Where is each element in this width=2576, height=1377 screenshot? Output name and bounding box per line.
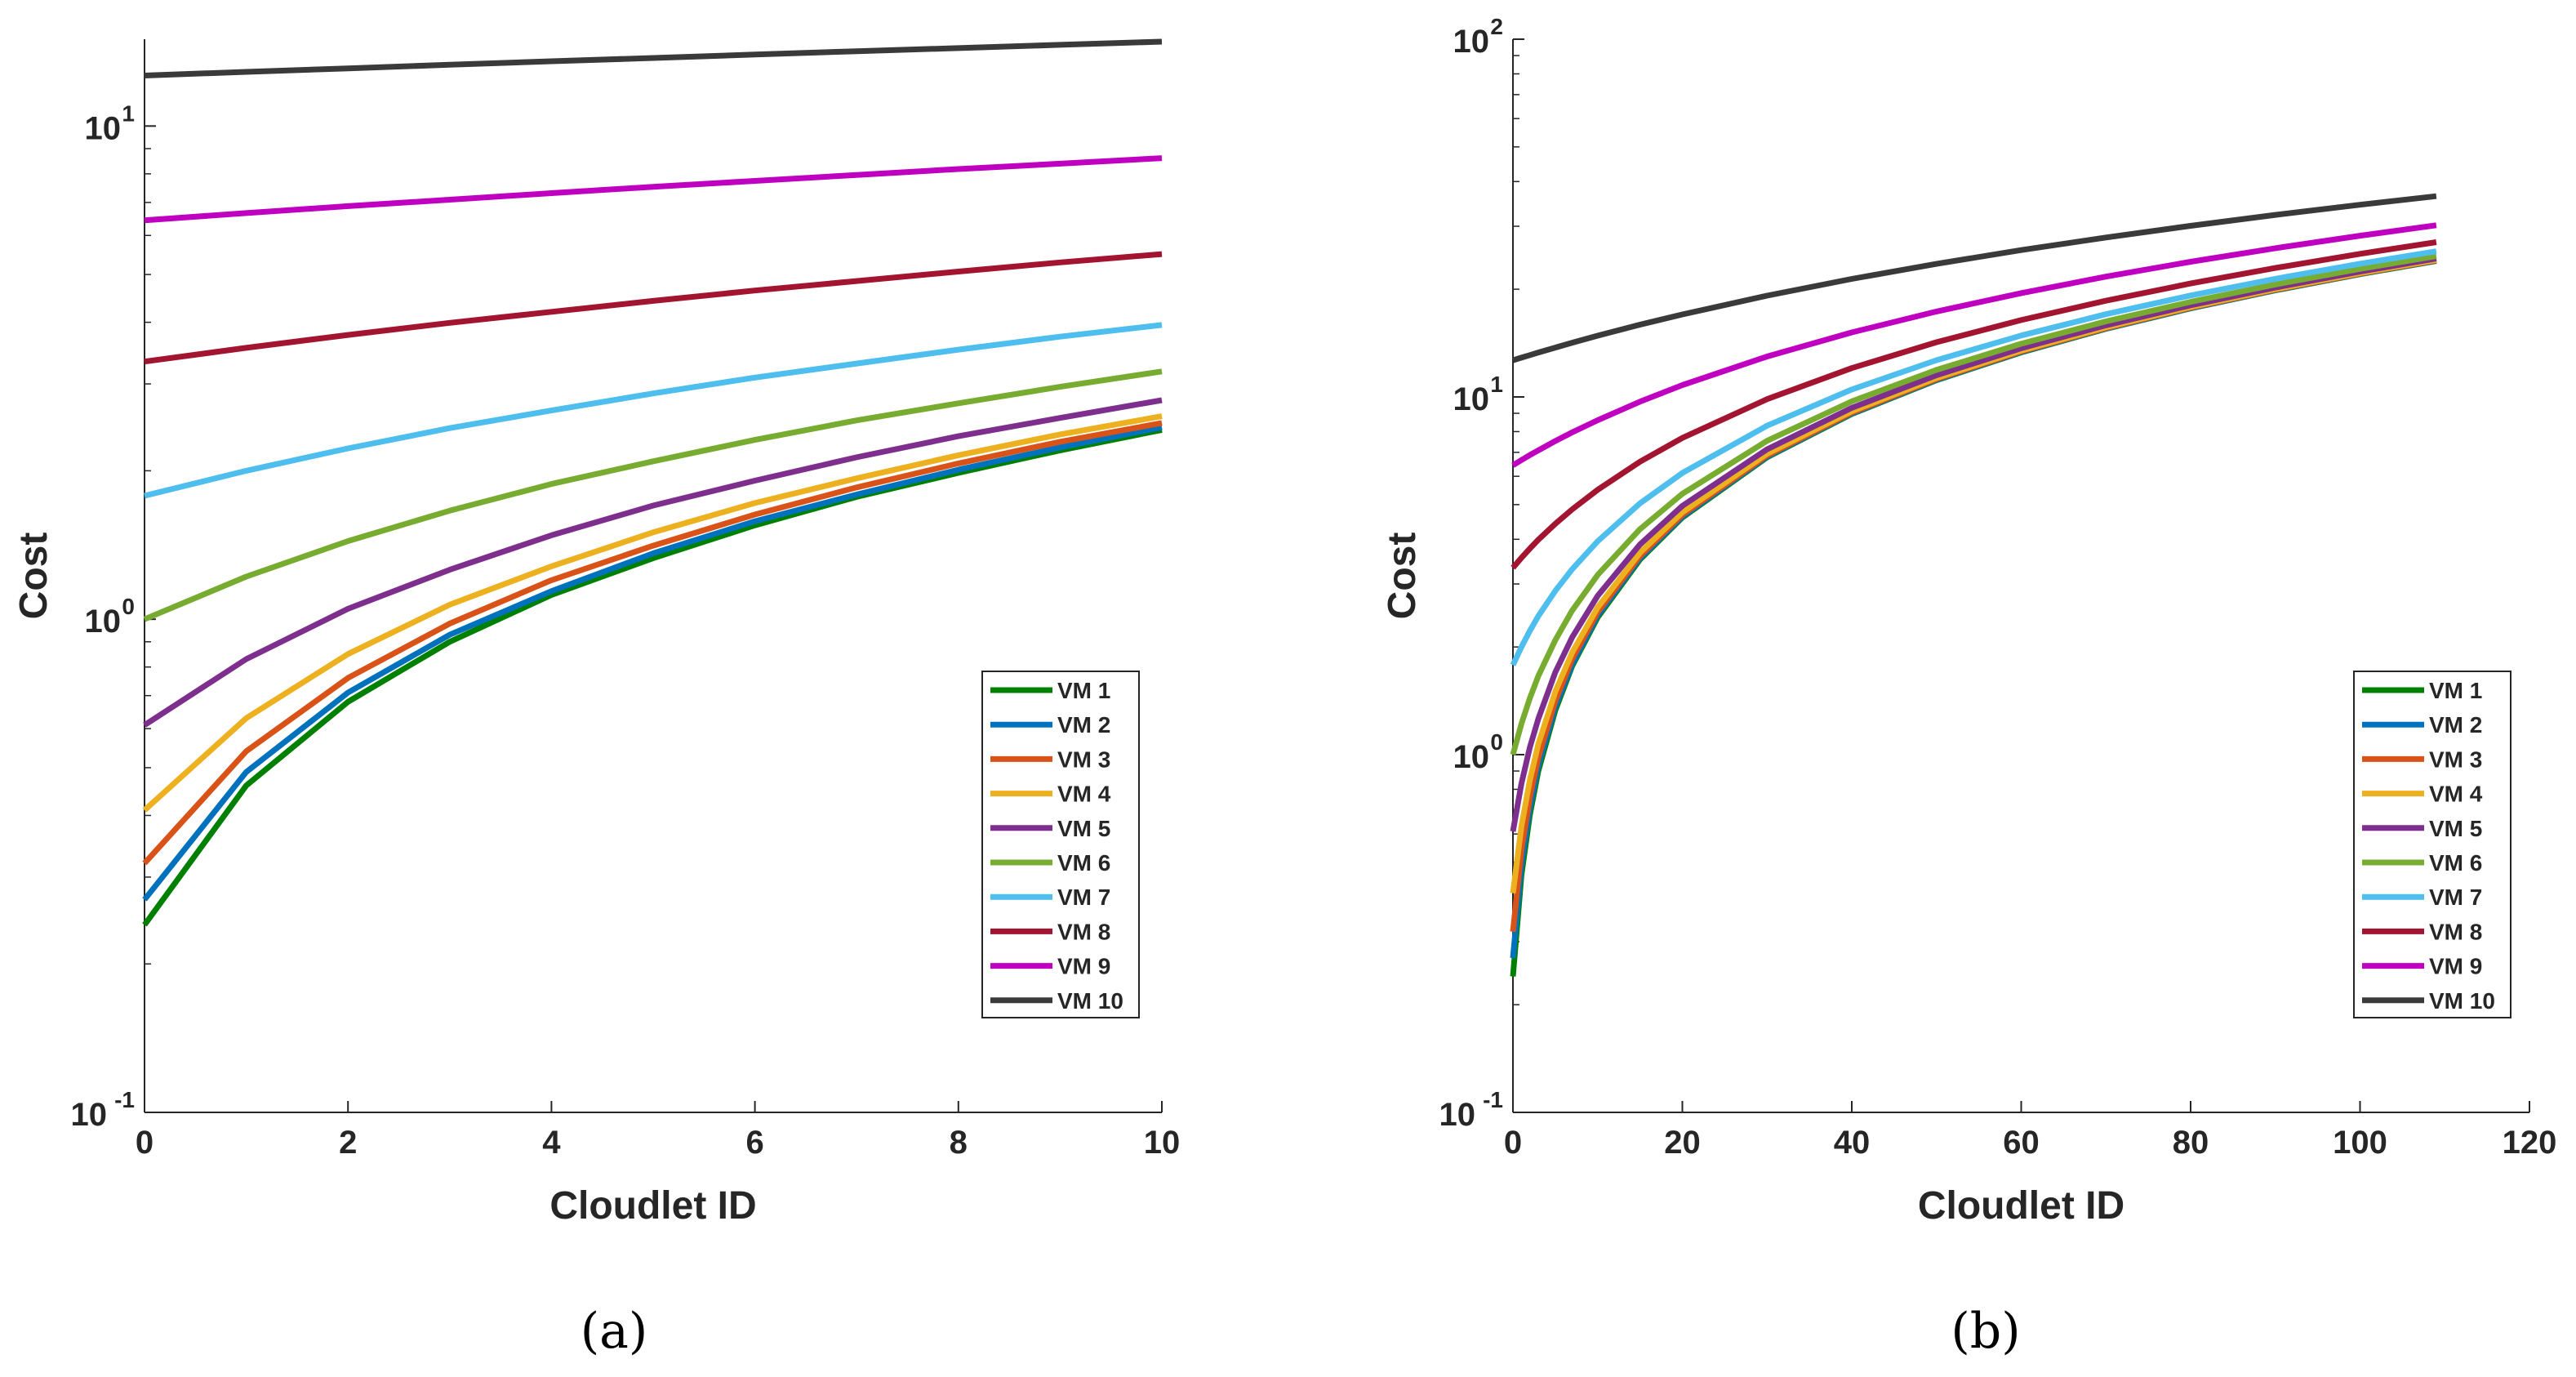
legend-label-vm-10: VM 10 bbox=[1057, 988, 1123, 1014]
x-tick-label: 10 bbox=[1144, 1125, 1181, 1161]
series-line-vm-7 bbox=[1510, 248, 2437, 666]
y-axis-label: Cost bbox=[12, 533, 56, 620]
series-line-vm-6 bbox=[143, 368, 1163, 622]
y-tick-label-exponent: 0 bbox=[1490, 729, 1503, 755]
panel-label: (a) bbox=[581, 1303, 648, 1360]
legend-label-vm-4: VM 4 bbox=[1057, 782, 1111, 807]
legend-box bbox=[2353, 671, 2511, 1018]
x-tick-label: 4 bbox=[542, 1125, 561, 1161]
series-line-vm-4 bbox=[1510, 256, 2437, 894]
legend: VM 1 VM 2 VM 3 VM 4 VM 5 VM 6 VM 7 VM 8 VM 9 VM 1… bbox=[2353, 671, 2511, 1018]
y-tick-label-exponent: 2 bbox=[1490, 14, 1503, 39]
y-tick-label-base: 10 bbox=[85, 110, 122, 146]
y-tick-label-base: 10 bbox=[71, 1097, 108, 1133]
y-tick-label-exponent: 1 bbox=[1490, 372, 1503, 397]
legend-label-vm-3: VM 3 bbox=[1057, 746, 1110, 772]
y-tick-label-base: 10 bbox=[1453, 739, 1490, 775]
series-line-vm-9 bbox=[144, 155, 1163, 224]
series-line-vm-5 bbox=[1510, 256, 2437, 832]
legend-label-vm-3: VM 3 bbox=[2429, 746, 2482, 772]
legend-label-vm-2: VM 2 bbox=[2429, 712, 2482, 738]
legend-label-vm-5: VM 5 bbox=[2429, 816, 2482, 841]
legend: VM 1 VM 2 VM 3 VM 4 VM 5 VM 6 VM 7 VM 8 VM 9 VM 1… bbox=[981, 671, 1140, 1018]
series-line-vm-5 bbox=[143, 397, 1163, 728]
x-tick-label: 120 bbox=[2503, 1125, 2557, 1161]
y-tick-label-base: 10 bbox=[1453, 24, 1490, 60]
y-tick-label-base: 10 bbox=[1439, 1097, 1476, 1133]
x-tick-label: 8 bbox=[950, 1125, 968, 1161]
x-tick-label: 100 bbox=[2333, 1125, 2387, 1161]
y-tick-label-exponent: -1 bbox=[1483, 1087, 1503, 1112]
legend-label-vm-7: VM 7 bbox=[1057, 885, 1110, 910]
x-tick-label: 60 bbox=[2003, 1125, 2040, 1161]
series-line-vm-6 bbox=[1510, 253, 2437, 755]
x-axis-label: Cloudlet ID bbox=[1918, 1184, 2124, 1228]
y-tick-label-exponent: 1 bbox=[122, 100, 135, 126]
series-line-vm-7 bbox=[144, 322, 1163, 499]
legend-label-vm-7: VM 7 bbox=[2429, 885, 2482, 910]
y-tick-label-exponent: 0 bbox=[122, 594, 135, 619]
x-axis-label: Cloudlet ID bbox=[549, 1184, 756, 1228]
series-line-vm-8 bbox=[144, 251, 1163, 365]
legend-label-vm-4: VM 4 bbox=[2429, 782, 2483, 807]
series-line-vm-10 bbox=[144, 38, 1163, 78]
legend-label-vm-8: VM 8 bbox=[1057, 919, 1110, 944]
x-tick-label: 80 bbox=[2173, 1125, 2209, 1161]
x-tick-label: 2 bbox=[339, 1125, 357, 1161]
series-line-vm-4 bbox=[142, 413, 1163, 813]
x-tick-label: 6 bbox=[745, 1125, 763, 1161]
legend-label-vm-5: VM 5 bbox=[1057, 816, 1110, 841]
panel-label: (b) bbox=[1951, 1303, 2020, 1360]
legend-label-vm-6: VM 6 bbox=[2429, 850, 2482, 876]
x-tick-label: 20 bbox=[1664, 1125, 1701, 1161]
x-tick-label: 40 bbox=[1834, 1125, 1871, 1161]
legend-label-vm-8: VM 8 bbox=[2429, 919, 2482, 944]
legend-label-vm-9: VM 9 bbox=[2429, 954, 2482, 979]
series-line-vm-3 bbox=[142, 420, 1163, 866]
y-tick-label-base: 10 bbox=[1453, 381, 1490, 417]
legend-label-vm-6: VM 6 bbox=[1057, 850, 1110, 876]
legend-box bbox=[981, 671, 1140, 1018]
legend-label-vm-9: VM 9 bbox=[1057, 954, 1110, 979]
legend-label-vm-1: VM 1 bbox=[1057, 678, 1110, 703]
y-axis-label: Cost bbox=[1381, 533, 1424, 620]
series-line-vm-10 bbox=[1511, 193, 2437, 363]
legend-label-vm-1: VM 1 bbox=[2429, 678, 2482, 703]
series-line-vm-1 bbox=[142, 426, 1163, 927]
x-tick-label: 0 bbox=[136, 1125, 153, 1161]
x-tick-label: 0 bbox=[1504, 1125, 1522, 1161]
series-line-vm-9 bbox=[1511, 222, 2437, 468]
series-line-vm-8 bbox=[1510, 239, 2437, 570]
legend-label-vm-2: VM 2 bbox=[1057, 712, 1110, 738]
series-line-vm-2 bbox=[142, 424, 1163, 902]
y-tick-label-exponent: -1 bbox=[114, 1087, 135, 1112]
legend-label-vm-10: VM 10 bbox=[2429, 988, 2495, 1014]
y-tick-label-base: 10 bbox=[85, 604, 122, 639]
